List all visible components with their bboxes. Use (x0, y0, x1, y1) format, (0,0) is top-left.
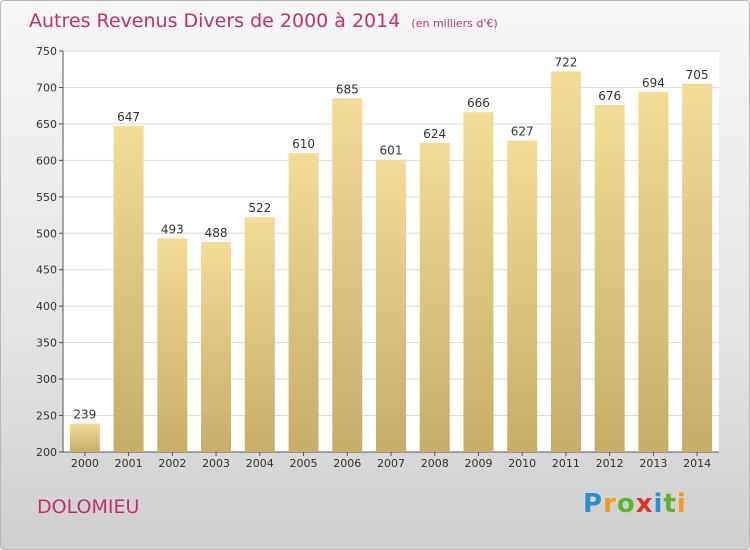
logo-letter: i (676, 489, 687, 519)
chart-title: Autres Revenus Divers de 2000 à 2014 (en… (29, 10, 498, 32)
y-tick-label: 450 (36, 264, 57, 277)
x-tick-label: 2011 (552, 457, 580, 470)
y-tick-label: 200 (36, 446, 57, 459)
bar-value-label: 488 (205, 226, 228, 240)
logo-letter: P (583, 489, 604, 519)
logo-letter: t (663, 489, 677, 519)
bar (244, 217, 275, 452)
logo-letter: i (653, 489, 664, 519)
bar (288, 153, 319, 452)
chart-title-main: Autres Revenus Divers de 2000 à 2014 (29, 10, 401, 32)
bar-value-label: 722 (554, 55, 577, 69)
bar-value-label: 601 (380, 144, 403, 158)
y-tick-label: 500 (36, 227, 57, 240)
bar-value-label: 627 (511, 125, 534, 139)
x-tick-label: 2002 (158, 457, 186, 470)
logo-letter: x (635, 489, 654, 519)
y-tick-label: 600 (36, 154, 57, 167)
x-tick-label: 2001 (115, 457, 143, 470)
bar (419, 142, 450, 452)
bar (638, 91, 669, 452)
y-tick-label: 350 (36, 337, 57, 350)
logo-letter: r (603, 489, 617, 519)
location-label: DOLOMIEU (37, 496, 140, 518)
y-tick-label: 700 (36, 81, 57, 94)
x-tick-label: 2006 (333, 457, 361, 470)
x-tick-label: 2013 (639, 457, 667, 470)
y-tick-label: 550 (36, 191, 57, 204)
bar (550, 71, 581, 452)
bar-value-label: 610 (292, 137, 315, 151)
x-tick-label: 2009 (464, 457, 492, 470)
x-tick-label: 2014 (683, 457, 711, 470)
chart-subtitle: (en milliers d'€) (411, 17, 498, 30)
bar-value-label: 666 (467, 96, 490, 110)
x-tick-label: 2003 (202, 457, 230, 470)
bar (376, 159, 406, 452)
bar (157, 238, 188, 452)
x-tick-label: 2008 (421, 457, 449, 470)
bar-value-label: 493 (161, 222, 184, 236)
bar-value-label: 624 (423, 127, 446, 141)
bar (69, 423, 100, 452)
bar-value-label: 522 (248, 201, 271, 215)
y-tick-label: 400 (36, 300, 57, 313)
bar (201, 242, 232, 452)
x-tick-label: 2007 (377, 457, 405, 470)
logo-letter: o (616, 489, 636, 519)
x-tick-label: 2010 (508, 457, 536, 470)
bar-value-label: 676 (598, 89, 621, 103)
bar (594, 104, 625, 452)
bar-value-label: 705 (686, 68, 709, 82)
x-tick-label: 2004 (246, 457, 274, 470)
x-tick-label: 2000 (71, 457, 99, 470)
bar (682, 83, 713, 453)
bar (507, 140, 538, 453)
y-tick-label: 300 (36, 373, 57, 386)
x-tick-label: 2005 (290, 457, 318, 470)
proxiti-logo: Proxiti (583, 489, 687, 519)
bar (332, 98, 363, 453)
bar (463, 112, 494, 452)
y-tick-label: 250 (36, 410, 57, 423)
bar-value-label: 239 (73, 408, 96, 422)
y-tick-label: 650 (36, 118, 57, 131)
bar (113, 126, 144, 452)
bar-value-label: 685 (336, 82, 359, 96)
bar-value-label: 694 (642, 76, 665, 90)
y-tick-label: 750 (36, 45, 57, 58)
x-tick-label: 2012 (596, 457, 624, 470)
bar-value-label: 647 (117, 110, 140, 124)
